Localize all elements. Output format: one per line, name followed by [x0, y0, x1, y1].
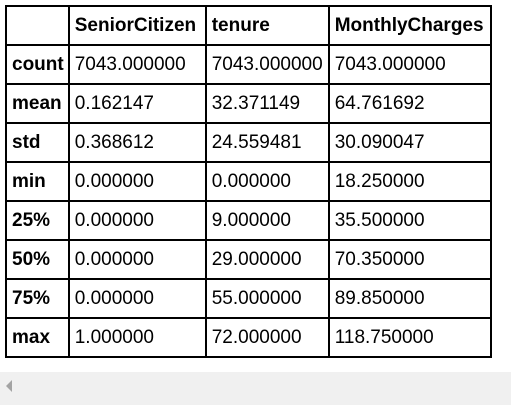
table-cell: 55.000000	[204, 278, 330, 319]
table-cell: 24.559481	[204, 122, 330, 163]
table-cell: 0.000000	[67, 278, 207, 319]
table-cell: 35.500000	[327, 200, 492, 241]
table-row: 75% 0.000000 55.000000 89.850000	[5, 278, 492, 319]
describe-table: SeniorCitizen tenure MonthlyCharges coun…	[5, 5, 492, 358]
table-cell: 7043.000000	[204, 44, 330, 85]
table-cell: 0.000000	[67, 200, 207, 241]
table-row: min 0.000000 0.000000 18.250000	[5, 161, 492, 202]
table-cell: 89.850000	[327, 278, 492, 319]
table-cell: 0.162147	[67, 83, 207, 124]
header-cell-tenure: tenure	[204, 5, 330, 46]
row-label: 25%	[5, 200, 70, 241]
table-cell: 72.000000	[204, 317, 330, 358]
table-cell: 30.090047	[327, 122, 492, 163]
table-cell: 0.368612	[67, 122, 207, 163]
header-cell-seniorcitizen: SeniorCitizen	[67, 5, 207, 46]
table-cell: 7043.000000	[327, 44, 492, 85]
table-row: count 7043.000000 7043.000000 7043.00000…	[5, 44, 492, 85]
row-label: std	[5, 122, 70, 163]
table-cell: 18.250000	[327, 161, 492, 202]
scroll-left-arrow-icon[interactable]	[6, 380, 12, 392]
table-row: std 0.368612 24.559481 30.090047	[5, 122, 492, 163]
table-cell: 7043.000000	[67, 44, 207, 85]
table-row: mean 0.162147 32.371149 64.761692	[5, 83, 492, 124]
row-label: 75%	[5, 278, 70, 319]
table-cell: 9.000000	[204, 200, 330, 241]
row-label: mean	[5, 83, 70, 124]
table-cell: 0.000000	[204, 161, 330, 202]
table-cell: 0.000000	[67, 161, 207, 202]
header-row: SeniorCitizen tenure MonthlyCharges	[5, 5, 492, 46]
table-row: 50% 0.000000 29.000000 70.350000	[5, 239, 492, 280]
table-cell: 29.000000	[204, 239, 330, 280]
table-cell: 0.000000	[67, 239, 207, 280]
table-cell: 70.350000	[327, 239, 492, 280]
row-label: max	[5, 317, 70, 358]
row-label: 50%	[5, 239, 70, 280]
horizontal-scrollbar[interactable]	[0, 372, 511, 405]
table-row: 25% 0.000000 9.000000 35.500000	[5, 200, 492, 241]
header-cell-index	[5, 5, 70, 46]
table-cell: 32.371149	[204, 83, 330, 124]
table-cell: 118.750000	[327, 317, 492, 358]
row-label: count	[5, 44, 70, 85]
table-cell: 1.000000	[67, 317, 207, 358]
row-label: min	[5, 161, 70, 202]
table-cell: 64.761692	[327, 83, 492, 124]
header-cell-monthlycharges: MonthlyCharges	[327, 5, 492, 46]
table-row: max 1.000000 72.000000 118.750000	[5, 317, 492, 358]
